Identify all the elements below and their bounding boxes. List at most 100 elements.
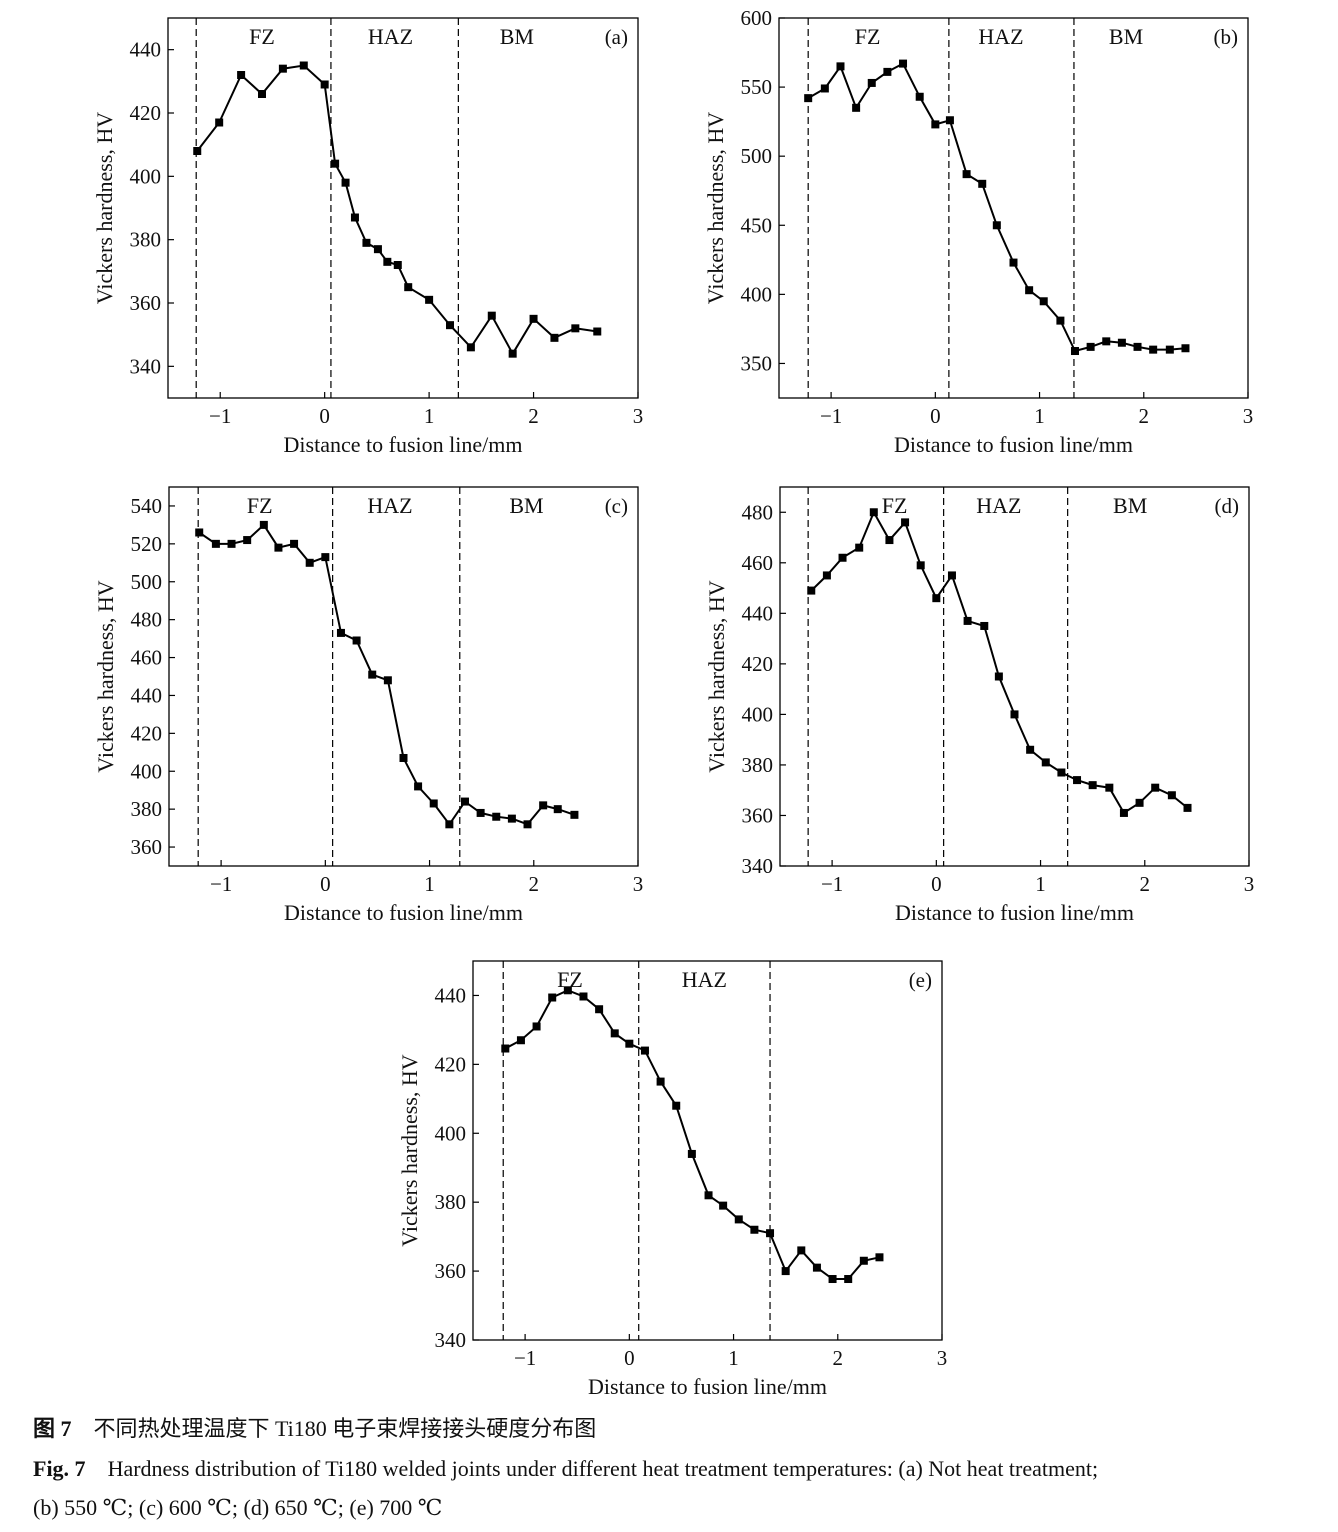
data-point xyxy=(916,561,925,570)
data-point xyxy=(258,90,266,98)
data-point xyxy=(640,1046,649,1055)
panel-label: (e) xyxy=(909,968,932,992)
figure: −1 0 1 2 3 340 360 380 400 420 440 FZ HAZ BM (a) Distan… xyxy=(92,6,1255,1399)
data-point xyxy=(734,1215,743,1224)
y-tick-label: 440 xyxy=(130,38,162,62)
data-point xyxy=(1183,803,1192,812)
y-tick-label: 340 xyxy=(742,854,774,878)
data-point xyxy=(687,1149,696,1158)
x-tick-label: 2 xyxy=(1140,872,1151,896)
series-line xyxy=(810,510,1189,815)
x-tick-label: 3 xyxy=(633,872,644,896)
y-tick-label: 420 xyxy=(130,101,162,125)
series-line xyxy=(807,62,1186,353)
data-point xyxy=(836,62,845,71)
data-point xyxy=(446,321,454,330)
y-tick-label: 360 xyxy=(435,1259,467,1283)
x-tick-label: 0 xyxy=(319,404,330,428)
data-point xyxy=(320,80,329,89)
data-point xyxy=(610,1029,619,1038)
data-point xyxy=(1088,781,1097,790)
y-tick-label: 480 xyxy=(131,608,163,632)
plot-frame xyxy=(472,960,943,1341)
data-point xyxy=(237,71,246,79)
y-tick-label: 360 xyxy=(130,291,162,315)
data-point xyxy=(750,1225,759,1234)
data-point xyxy=(383,257,392,266)
zone-label: HAZ xyxy=(367,493,412,518)
data-point xyxy=(869,508,878,517)
y-axis-label: Vickers hardness, HV xyxy=(92,112,117,304)
plot-frame xyxy=(168,486,639,867)
data-point xyxy=(553,805,562,814)
x-tick-label: 2 xyxy=(529,872,540,896)
data-point xyxy=(290,539,299,548)
data-point xyxy=(404,283,413,292)
y-tick-label: 440 xyxy=(742,601,774,625)
data-point xyxy=(1117,338,1126,347)
data-point xyxy=(193,147,202,155)
data-point xyxy=(532,1022,541,1031)
y-axis-label: Vickers hardness, HV xyxy=(397,1054,422,1246)
caption-en-text-1: Hardness distribution of Ti180 welded jo… xyxy=(107,1456,1099,1481)
data-point xyxy=(508,349,517,358)
data-point xyxy=(994,672,1003,681)
data-point xyxy=(992,221,1001,230)
x-tick-label: 2 xyxy=(1139,404,1150,428)
data-point xyxy=(195,528,204,537)
subplot-a: −1 0 1 2 3 340 360 380 400 420 440 FZ HAZ BM (a) Distan… xyxy=(92,17,643,457)
x-axis-label: Distance to fusion line/mm xyxy=(284,900,523,925)
data-point xyxy=(529,314,538,323)
data-point xyxy=(844,1275,853,1284)
data-point xyxy=(1009,258,1018,267)
zone-label: FZ xyxy=(247,493,273,518)
data-point xyxy=(838,553,847,562)
data-point xyxy=(1149,345,1158,354)
data-point xyxy=(383,676,392,685)
data-point xyxy=(501,1044,510,1053)
data-point xyxy=(945,116,954,125)
x-tick-label: 3 xyxy=(937,1346,948,1370)
data-point xyxy=(1105,783,1114,792)
caption-en-label: Fig. 7 xyxy=(33,1456,86,1481)
data-point xyxy=(299,61,308,70)
data-point xyxy=(820,84,829,93)
zone-label: BM xyxy=(509,493,543,518)
data-point xyxy=(563,986,572,995)
y-tick-label: 500 xyxy=(131,570,163,594)
data-point xyxy=(804,94,813,103)
data-point xyxy=(1135,798,1144,807)
y-tick-label: 420 xyxy=(742,652,774,676)
x-tick-label: 3 xyxy=(1244,872,1255,896)
x-tick-label: −1 xyxy=(821,872,843,896)
data-point xyxy=(947,571,956,580)
x-tick-label: −1 xyxy=(514,1346,536,1370)
data-point xyxy=(595,1005,604,1014)
data-point xyxy=(259,520,268,529)
y-axis-label: Vickers hardness, HV xyxy=(93,580,118,772)
panel-label: (d) xyxy=(1215,494,1240,518)
data-point xyxy=(399,753,408,762)
data-point xyxy=(1119,808,1128,817)
data-point xyxy=(507,814,516,823)
data-point xyxy=(362,238,371,247)
data-point xyxy=(227,539,236,548)
data-point xyxy=(368,670,377,679)
zone-label: FZ xyxy=(855,24,881,49)
y-tick-label: 380 xyxy=(435,1190,467,1214)
zone-label: HAZ xyxy=(682,967,727,992)
y-tick-label: 340 xyxy=(130,354,162,378)
data-point xyxy=(393,261,402,269)
x-tick-label: 0 xyxy=(931,872,942,896)
panel-label: (c) xyxy=(605,494,628,518)
data-point xyxy=(1073,776,1082,785)
data-point xyxy=(373,245,382,254)
data-point xyxy=(885,536,894,545)
data-point xyxy=(962,170,971,179)
data-point xyxy=(931,120,940,129)
series-line xyxy=(504,989,880,1280)
y-tick-label: 400 xyxy=(741,282,773,306)
data-point xyxy=(719,1201,728,1210)
series-line xyxy=(198,523,575,827)
x-axis-label: Distance to fusion line/mm xyxy=(895,900,1134,925)
